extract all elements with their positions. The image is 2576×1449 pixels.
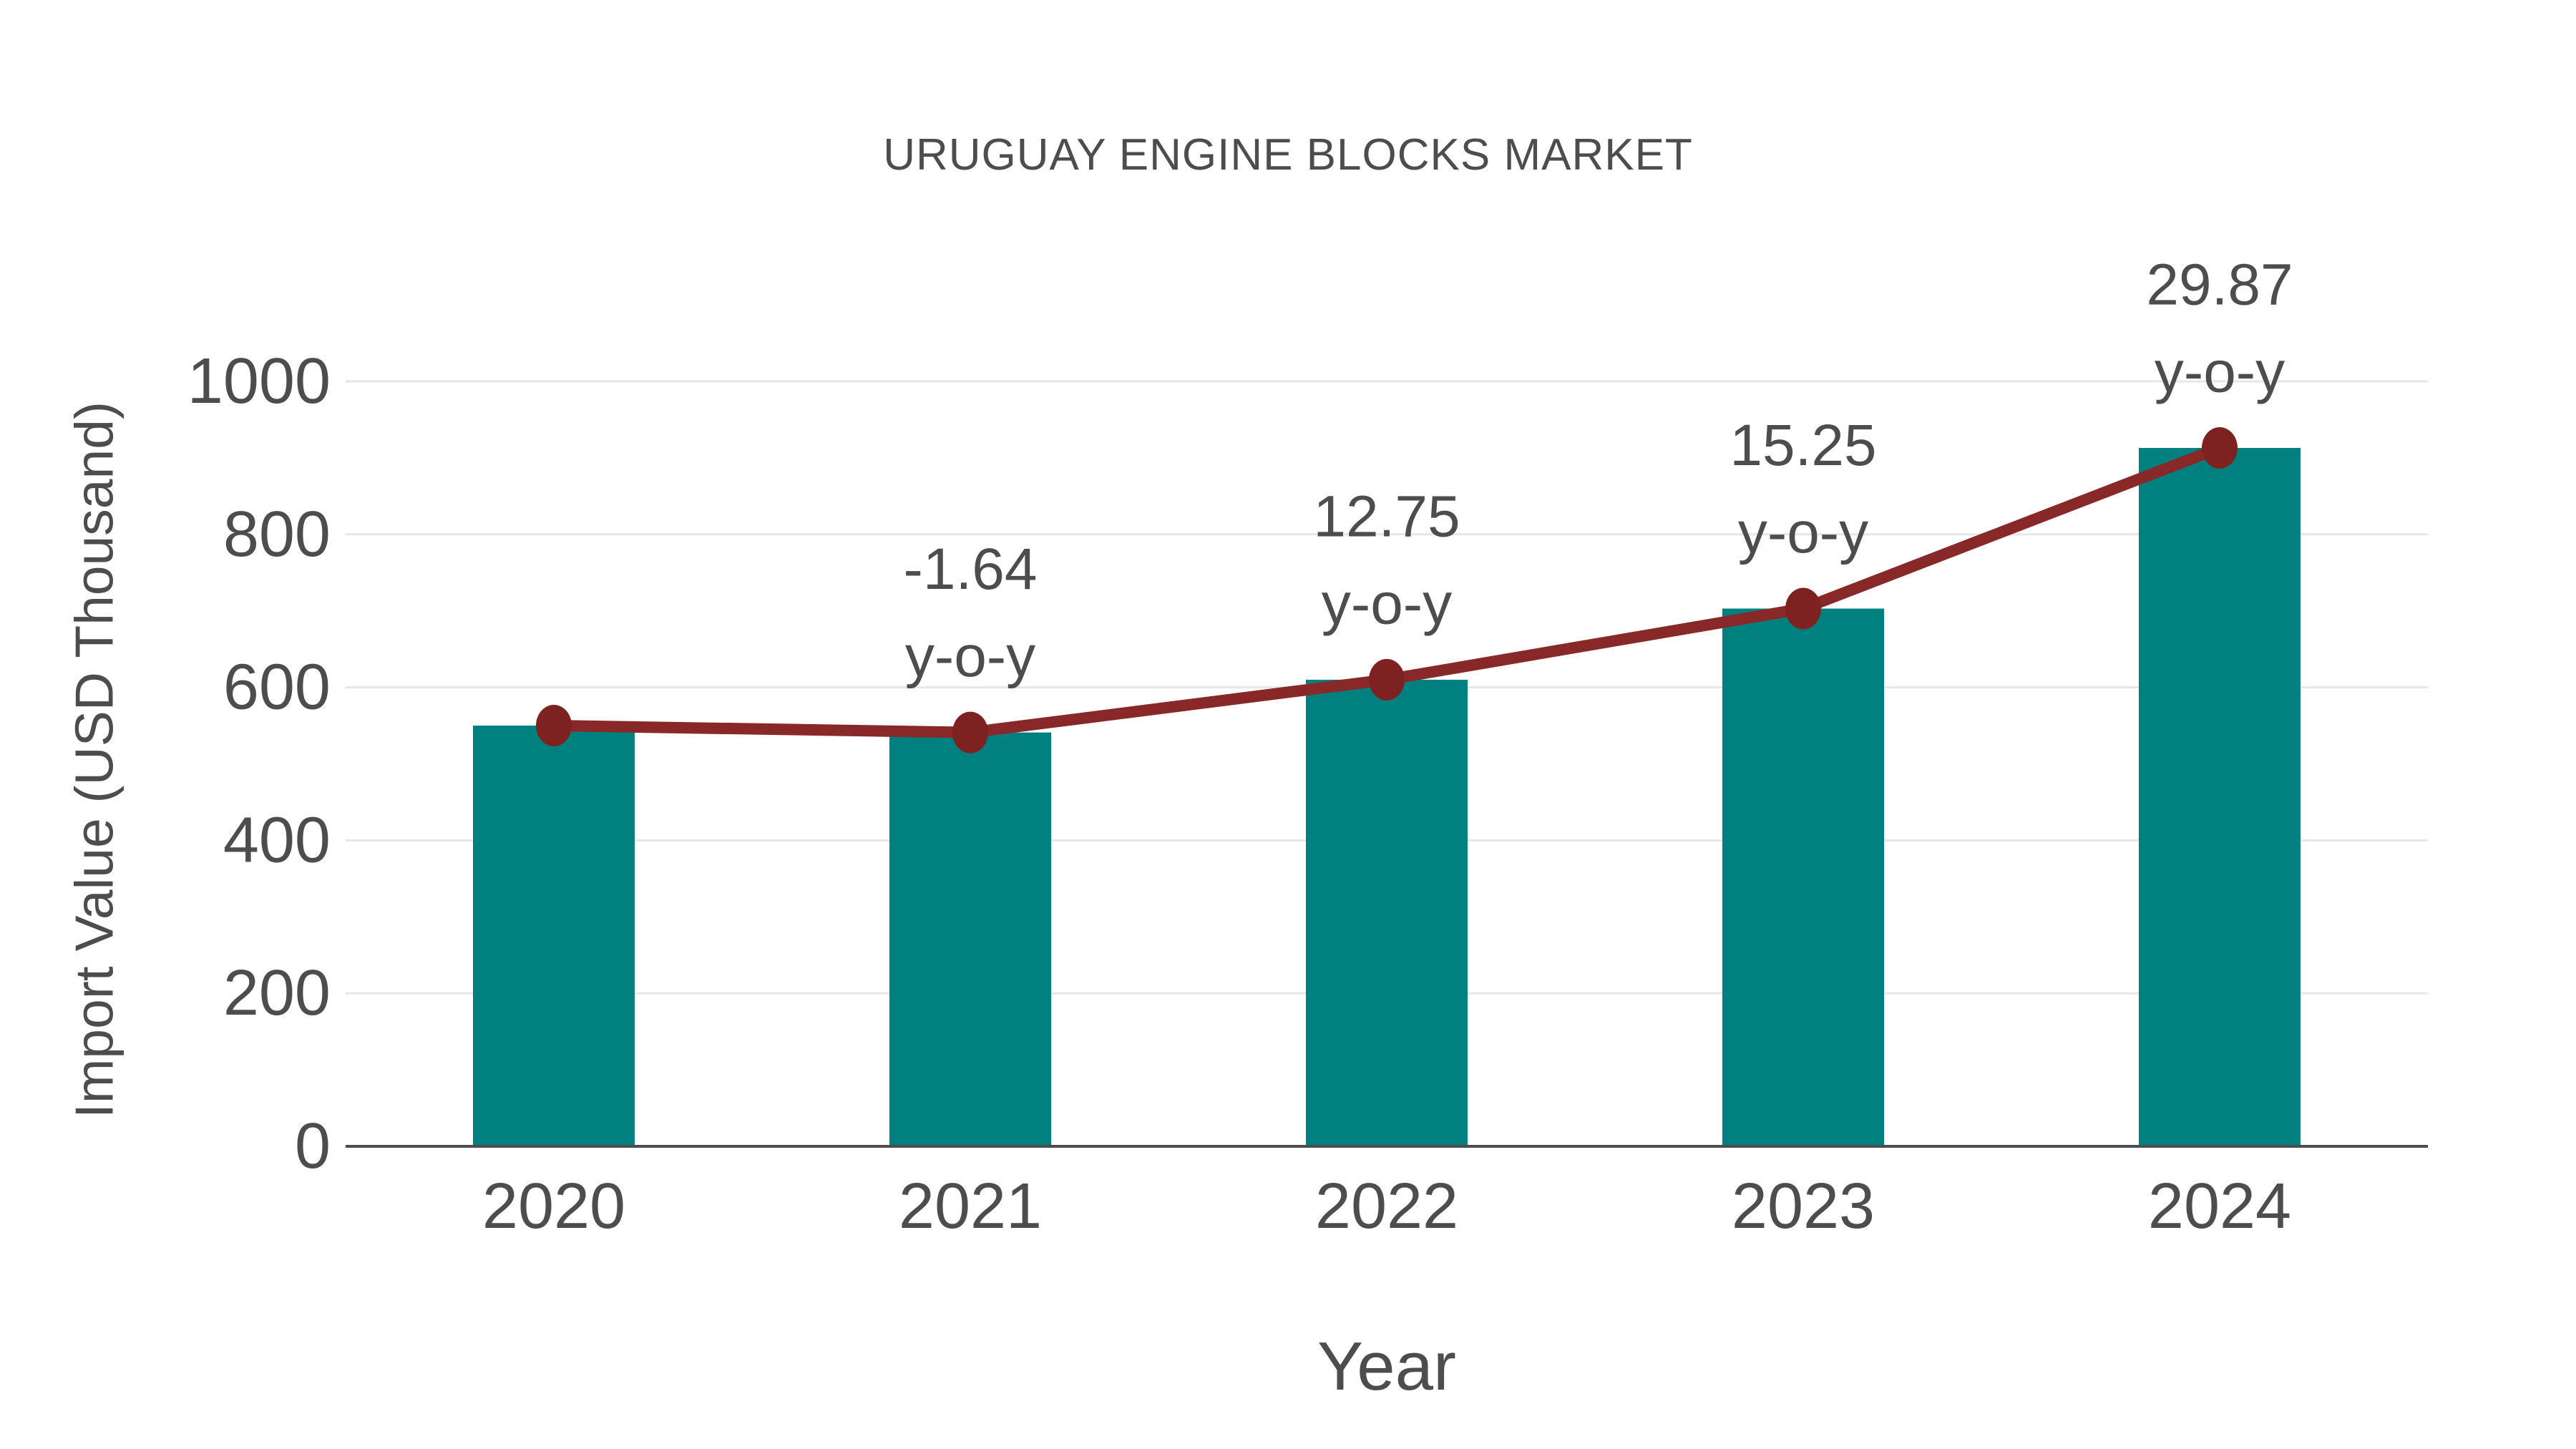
line-marker-2024 [2202,427,2238,469]
y-tick-label-800: 800 [223,499,331,570]
annotation-suffix-2022: y-o-y [1322,571,1452,636]
annotation-value-2024: 29.87 [2146,253,2293,318]
line-marker-2020 [536,705,572,747]
x-tick-label-2023: 2023 [1732,1171,1875,1242]
x-tick-label-2020: 2020 [482,1171,625,1242]
bar-2021 [889,732,1051,1146]
annotation-value-2022: 12.75 [1313,484,1460,549]
bar-2023 [1722,608,1884,1146]
x-tick-label-2024: 2024 [2148,1171,2291,1242]
line-marker-2022 [1369,658,1405,701]
annotation-suffix-2021: y-o-y [905,624,1035,689]
annotation-suffix-2023: y-o-y [1738,500,1868,565]
y-tick-label-400: 400 [223,804,331,876]
line-marker-2021 [952,711,988,753]
x-tick-label-2021: 2021 [899,1171,1042,1242]
annotation-suffix-2024: y-o-y [2155,340,2285,405]
bar-2024 [2139,448,2301,1146]
y-tick-label-1000: 1000 [187,346,331,417]
y-tick-label-600: 600 [223,652,331,723]
bar-2020 [473,726,635,1146]
y-tick-label-0: 0 [295,1111,331,1182]
x-tick-label-2022: 2022 [1315,1171,1458,1242]
y-tick-label-200: 200 [223,957,331,1029]
annotation-value-2021: -1.64 [904,537,1038,602]
annotation-value-2023: 15.25 [1729,413,1876,478]
line-marker-2023 [1785,587,1821,630]
bar-2022 [1306,679,1468,1146]
y-axis-title: Import Value (USD Thousand) [64,401,125,1118]
chart-title: URUGUAY ENGINE BLOCKS MARKET [883,130,1693,180]
x-axis-title: Year [1317,1328,1456,1405]
